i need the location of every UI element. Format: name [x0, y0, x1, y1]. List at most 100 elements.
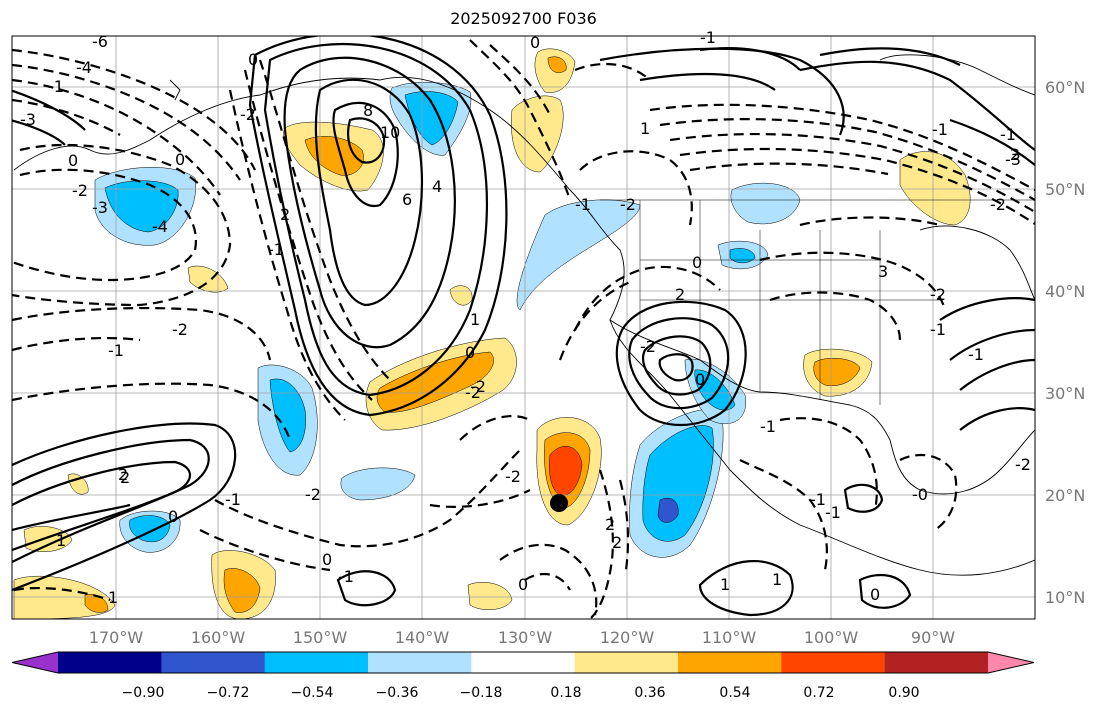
coastlines — [13, 54, 1035, 576]
contour-line — [669, 132, 1035, 213]
colorbar-extend-min — [12, 652, 58, 673]
contour-line — [429, 489, 531, 508]
contour-label: 8 — [363, 101, 373, 120]
contour-label: 2 — [280, 205, 290, 224]
contour-label: 0 — [692, 253, 702, 272]
contour-line — [574, 62, 651, 81]
contour-label: -1 — [968, 345, 984, 364]
colorbar-segment — [161, 652, 266, 673]
contour-label: 0 — [175, 150, 185, 169]
contour-label: 2 — [118, 465, 128, 484]
colorbar-segment — [678, 652, 782, 673]
contour-label: -2 — [640, 337, 656, 356]
contour-label: -1 — [810, 490, 826, 509]
shade-positive-region — [449, 285, 473, 306]
contour-line — [799, 216, 941, 227]
contour-label: 1 — [772, 570, 782, 589]
lat-label: 50°N — [1045, 180, 1085, 199]
colorbar-segment — [368, 652, 472, 673]
colorbar-segment — [884, 652, 989, 673]
colorbar-tick-label: 0.72 — [803, 685, 834, 701]
lon-label: 100°W — [804, 628, 859, 647]
contour-line — [12, 48, 256, 171]
contour-line — [12, 98, 121, 136]
contour-label: -4 — [76, 58, 92, 77]
contour-line — [214, 449, 521, 548]
contour-line — [199, 529, 331, 572]
contour-layer — [12, 36, 1035, 617]
contour-label: -1 — [575, 195, 591, 214]
contour-label: 6 — [402, 190, 412, 209]
contour-line — [12, 422, 237, 592]
contour-label: -1 — [108, 341, 124, 360]
contour-line — [489, 44, 551, 116]
contour-label: 0 — [68, 151, 78, 170]
contour-label: -2 — [620, 195, 636, 214]
contour-label: -2 — [305, 485, 321, 504]
contour-line — [759, 251, 947, 311]
contour-line — [12, 336, 141, 352]
contour-label: -1 — [268, 240, 284, 259]
contour-label: 3 — [878, 262, 888, 281]
colorbar-ticks: −0.90 −0.72 −0.54 −0.36 −0.18 0.18 0.36 … — [122, 685, 920, 701]
lon-label: 110°W — [702, 628, 757, 647]
map-title: 2025092700 F036 — [450, 9, 597, 28]
contour-label: -1 — [700, 28, 716, 47]
contour-line — [959, 358, 1035, 391]
colorbar — [11, 651, 1035, 674]
lon-label: 120°W — [600, 628, 655, 647]
colorbar-extend-max — [988, 652, 1034, 673]
colorbar-tick-label: −0.54 — [291, 685, 334, 701]
contour-line — [615, 300, 747, 426]
shade-positive-region — [467, 582, 513, 610]
contour-label: -2 — [505, 467, 521, 486]
colorbar-tick-label: −0.90 — [122, 685, 165, 701]
contour-line — [599, 47, 845, 136]
contour-label: 2 — [1010, 145, 1020, 164]
contour-labels: -6 -4 -1 -3 -2 0 2 1 -1 -2 -3 -4 8 10 6 … — [20, 28, 1031, 607]
shade-negative-region — [104, 180, 179, 233]
contour-line — [12, 143, 232, 307]
contour-line — [469, 39, 572, 201]
contour-line — [12, 168, 197, 282]
contour-label: -2 — [990, 195, 1006, 214]
colorbar-tick-label: −0.72 — [207, 685, 250, 701]
contour-line — [649, 103, 1035, 191]
contour-label: 4 — [432, 177, 442, 196]
contour-line — [949, 118, 1035, 166]
contour-line — [283, 56, 456, 349]
contour-label: -1 — [930, 320, 946, 339]
shade-negative-region — [729, 248, 756, 264]
graticule — [12, 36, 1035, 619]
contour-line — [263, 43, 489, 397]
lat-label: 20°N — [1045, 486, 1085, 505]
longitude-labels: 170°W 160°W 150°W 140°W 130°W 120°W 110°… — [89, 628, 955, 647]
contour-label: 1 — [470, 310, 480, 329]
contour-line — [336, 570, 397, 607]
dashed-contour-layer — [12, 39, 1035, 619]
contour-label: -3 — [1005, 150, 1021, 169]
contour-line — [843, 483, 884, 513]
contour-label: -1 — [225, 490, 241, 509]
contour-line — [939, 297, 1035, 321]
colorbar-tick-label: 0.90 — [888, 685, 919, 701]
contour-label: -1 — [825, 503, 841, 522]
storm-center-marker — [550, 494, 568, 512]
contour-line — [12, 78, 221, 196]
contour-line — [12, 382, 292, 441]
contour-label: 0 — [518, 575, 528, 594]
contour-line — [858, 573, 912, 609]
shade-positive-region — [67, 473, 89, 495]
shade-positive-region — [899, 151, 971, 226]
contour-label: -1 — [932, 120, 948, 139]
contour-line — [899, 453, 958, 531]
shade-negative-region — [730, 182, 801, 225]
contour-line — [248, 36, 508, 417]
latitude-labels: 60°N 50°N 40°N 30°N 20°N 10°N — [1045, 78, 1085, 607]
contour-label: 1 — [108, 588, 118, 607]
contour-label: 2 — [605, 515, 615, 534]
lon-label: 150°W — [293, 628, 348, 647]
contour-label: -2 — [470, 377, 486, 396]
contour-line — [618, 479, 630, 571]
lon-label: 170°W — [89, 628, 144, 647]
